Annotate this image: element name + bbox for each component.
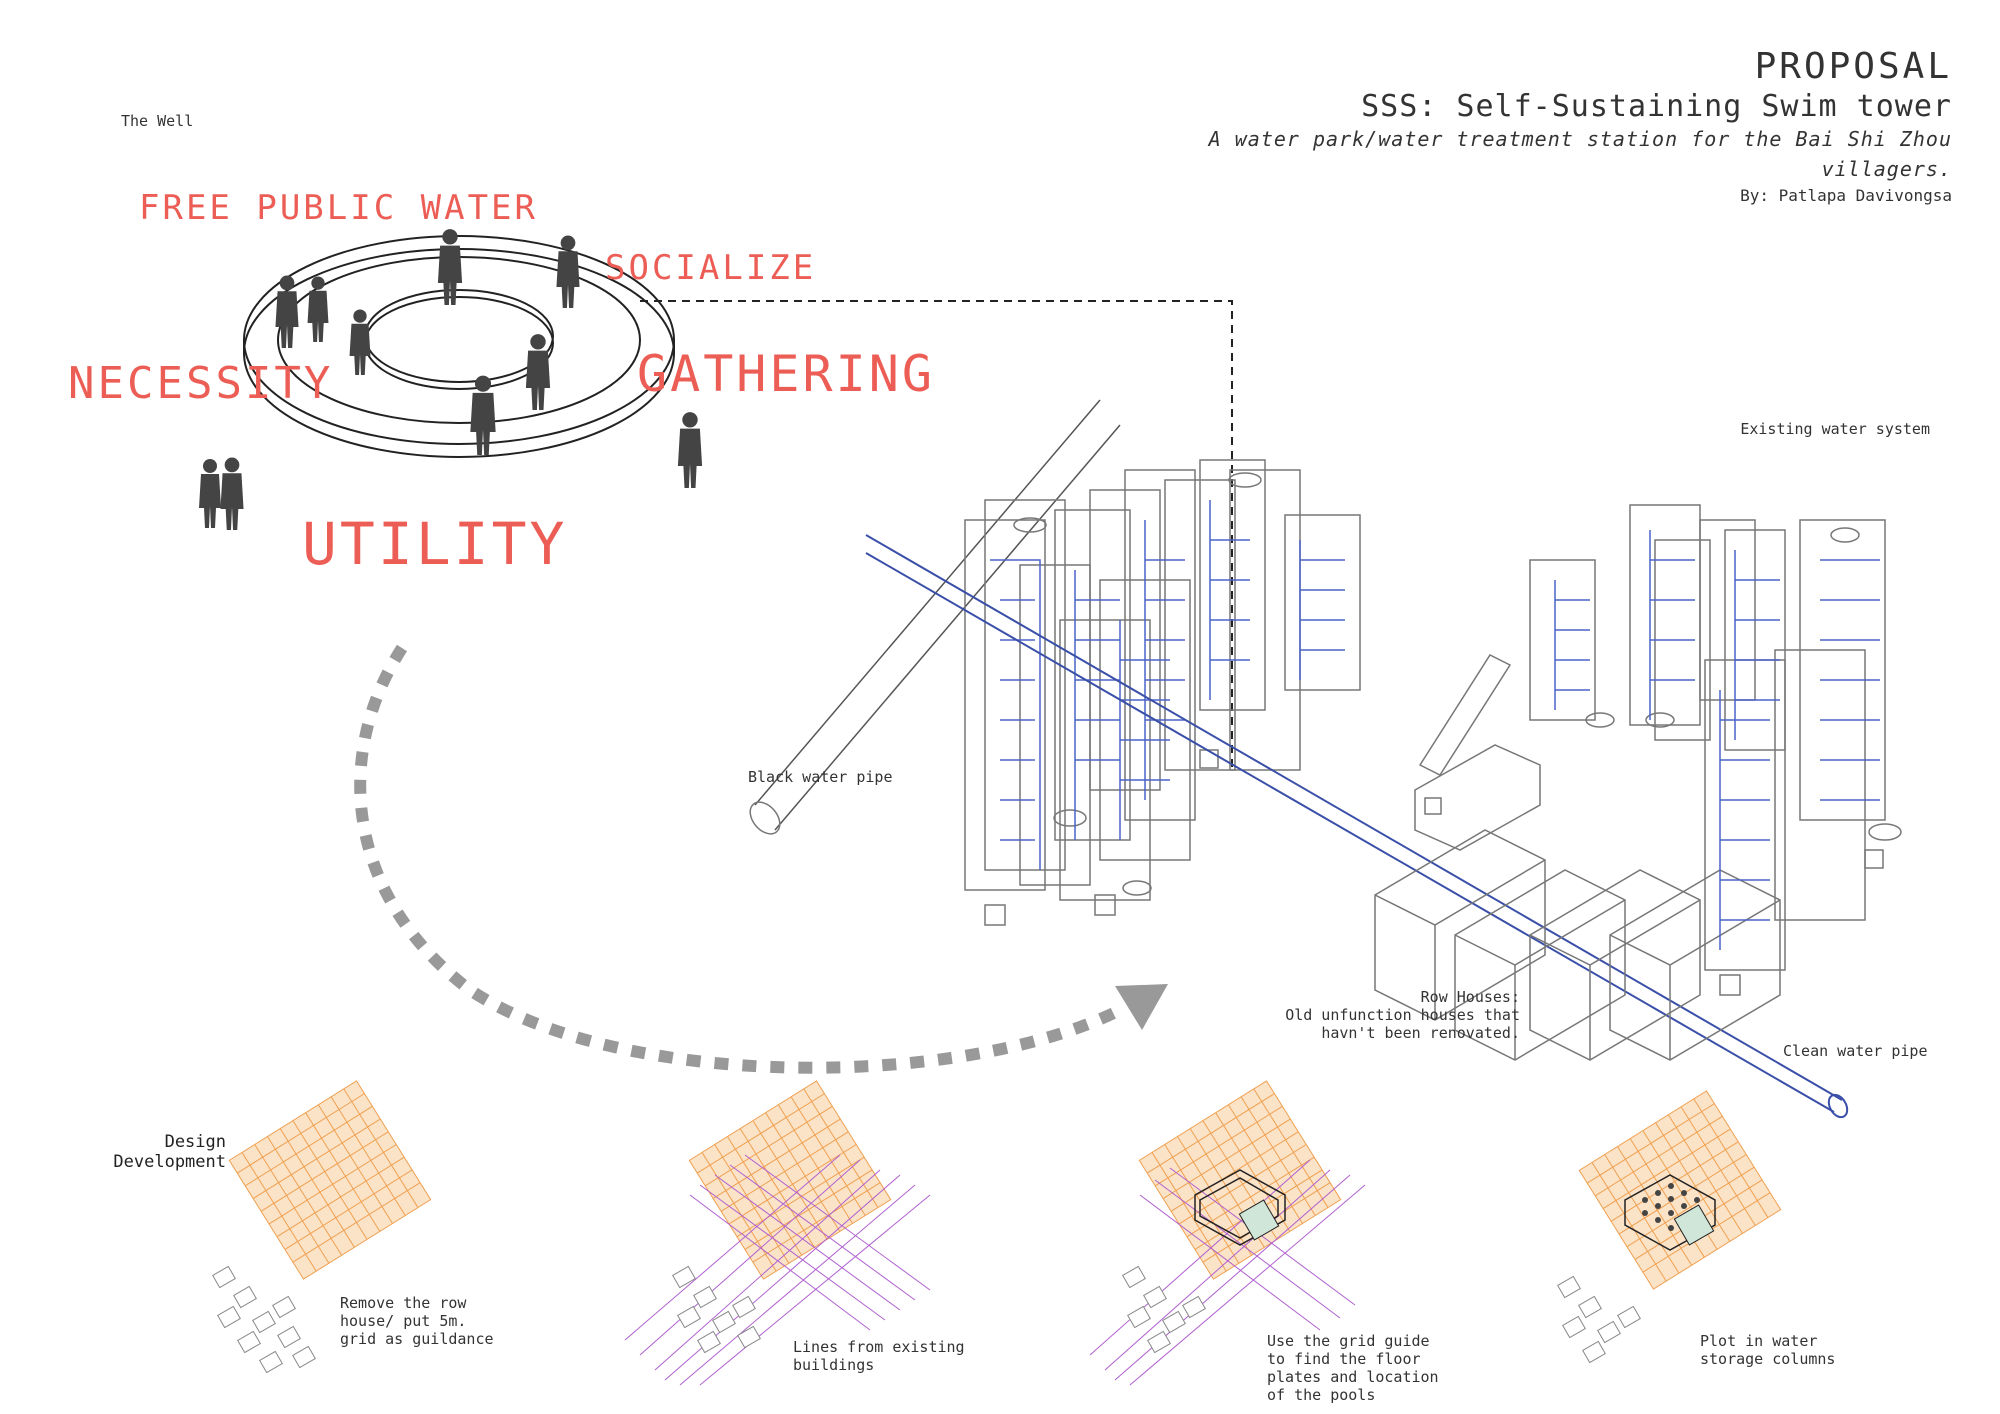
right-plumbing (1554, 530, 1880, 950)
keyword-gathering: GATHERING (637, 345, 935, 403)
right-cluster (1374, 504, 1902, 1061)
black-water-pipe-label: Black water pipe (748, 768, 893, 786)
clean-water-pipe (865, 534, 1849, 1119)
dd-step-3-caption: Use the grid guide to find the floor pla… (1267, 1332, 1439, 1404)
design-development-label: Design Development (113, 1132, 226, 1172)
title-block: PROPOSAL SSS: Self-Sustaining Swim tower… (1192, 46, 1952, 205)
dd-step-2-caption: Lines from existing buildings (793, 1338, 965, 1374)
keyword-utility: UTILITY (302, 510, 568, 578)
existing-water-system-label: Existing water system (1740, 420, 1930, 438)
the-well-label: The Well (121, 112, 194, 130)
clean-water-pipe-label: Clean water pipe (1783, 1042, 1928, 1060)
dd-thumb-1 (212, 1080, 432, 1374)
project-description: A water park/water treatment station for… (1208, 127, 1952, 181)
left-plumbing (990, 500, 1345, 870)
keyword-free-public-water: FREE PUBLIC WATER (139, 188, 538, 228)
keyword-socialize: SOCIALIZE (605, 248, 817, 288)
dd-thumb-2 (624, 1080, 931, 1386)
row-houses-label: Row Houses: Old unfunction houses that h… (1285, 988, 1520, 1042)
dd-step-1-caption: Remove the row house/ put 5m. grid as gu… (340, 1294, 494, 1348)
keyword-necessity: NECESSITY (68, 358, 334, 409)
dd-thumb-3 (1089, 1080, 1366, 1386)
author-credit: By: Patlapa Davivongsa (1740, 186, 1952, 205)
dashed-arrow (354, 644, 1168, 1074)
left-tower-cluster (749, 399, 1361, 926)
proposal-title: PROPOSAL (1754, 46, 1952, 87)
dd-step-4-caption: Plot in water storage columns (1700, 1332, 1836, 1368)
dd-thumb-4 (1557, 1090, 1782, 1364)
dashed-connector (640, 300, 1233, 770)
project-subtitle: SSS: Self-Sustaining Swim tower (1361, 89, 1952, 124)
